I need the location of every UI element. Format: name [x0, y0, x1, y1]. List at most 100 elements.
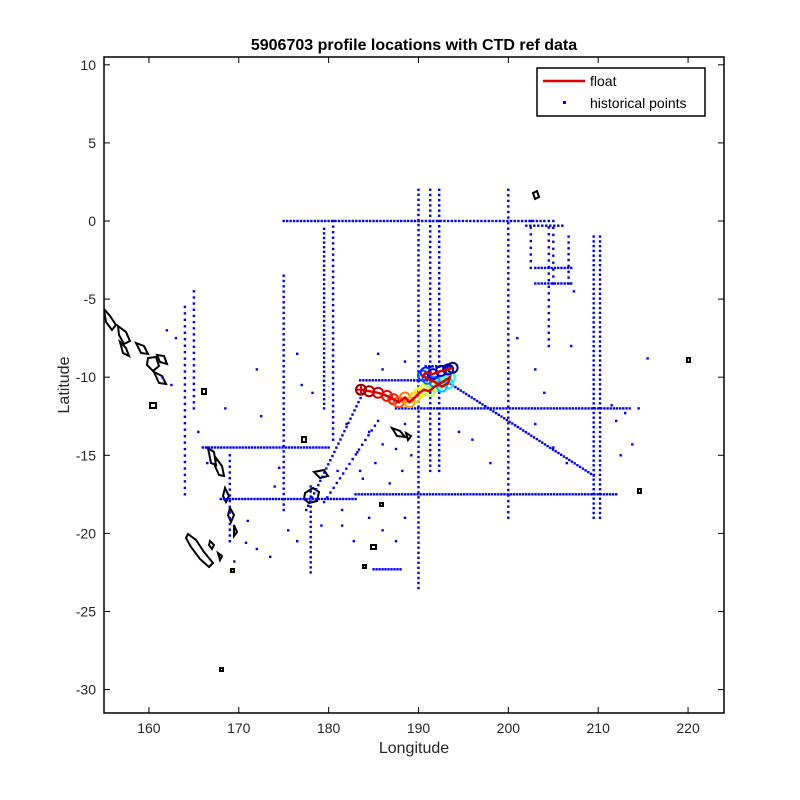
historical-point	[566, 266, 570, 270]
historical-point	[598, 268, 602, 272]
historical-point	[425, 379, 429, 382]
historical-point	[387, 568, 390, 571]
historical-point	[507, 433, 510, 436]
historical-point	[592, 435, 595, 438]
historical-point	[322, 255, 326, 258]
historical-point	[313, 219, 316, 223]
historical-point	[543, 266, 547, 270]
historical-point	[515, 493, 519, 496]
historical-point	[400, 219, 403, 223]
coastline-islet-1	[201, 388, 207, 395]
historical-point	[322, 292, 326, 295]
coastline-solomon-6	[151, 369, 168, 386]
historical-point	[282, 317, 285, 320]
historical-point	[529, 253, 532, 256]
historical-point	[192, 401, 196, 404]
historical-point	[500, 415, 503, 418]
historical-point	[568, 458, 571, 462]
historical-point	[552, 240, 555, 243]
historical-point	[417, 486, 420, 489]
historical-point	[255, 547, 258, 551]
historical-point	[429, 323, 432, 327]
historical-point	[529, 260, 532, 263]
historical-point	[269, 555, 272, 558]
historical-point	[507, 344, 510, 347]
historical-point	[547, 285, 550, 288]
historical-point	[475, 493, 478, 496]
historical-point	[537, 266, 540, 270]
historical-point	[417, 299, 420, 302]
historical-point	[598, 254, 602, 257]
historical-point	[489, 461, 492, 465]
historical-point	[480, 219, 483, 223]
historical-point	[598, 502, 602, 505]
historical-point	[266, 446, 269, 449]
historical-point	[547, 252, 550, 256]
historical-point	[534, 422, 537, 426]
historical-point	[282, 455, 285, 458]
historical-point	[278, 466, 281, 469]
historical-point	[592, 416, 595, 419]
historical-point	[570, 460, 574, 463]
historical-point	[507, 277, 510, 280]
historical-point	[404, 493, 407, 496]
historical-point	[429, 417, 432, 420]
historical-point	[447, 493, 450, 496]
historical-point	[484, 493, 488, 496]
historical-point	[321, 446, 324, 449]
historical-point	[507, 266, 510, 269]
historical-point	[507, 288, 510, 291]
historical-point	[322, 301, 326, 304]
historical-point	[552, 261, 555, 264]
historical-point	[282, 311, 285, 315]
historical-point	[592, 502, 595, 505]
historical-point	[338, 477, 342, 480]
historical-point	[438, 334, 441, 337]
historical-point	[348, 497, 351, 501]
historical-point	[331, 292, 335, 296]
historical-point	[592, 316, 595, 319]
historical-point	[592, 449, 595, 453]
historical-point	[323, 471, 326, 474]
historical-point	[322, 379, 326, 382]
historical-point	[400, 493, 404, 496]
historical-point	[289, 219, 292, 223]
historical-point	[443, 219, 446, 223]
historical-point	[217, 446, 220, 449]
historical-point	[596, 493, 599, 496]
historical-point	[417, 254, 420, 257]
historical-point	[502, 407, 505, 410]
historical-point	[235, 446, 238, 449]
historical-point	[322, 388, 326, 392]
historical-point	[507, 516, 510, 519]
historical-point	[429, 308, 432, 311]
historical-point	[331, 287, 335, 290]
historical-point	[322, 296, 326, 300]
historical-point	[598, 297, 602, 300]
historical-point	[393, 568, 396, 571]
historical-point	[480, 407, 483, 410]
historical-point	[372, 219, 375, 223]
historical-point	[332, 486, 335, 489]
historical-point	[592, 411, 595, 415]
historical-point	[446, 219, 450, 223]
historical-point	[364, 438, 367, 442]
historical-point	[497, 493, 500, 496]
historical-point	[547, 233, 550, 236]
historical-point	[357, 493, 360, 496]
historical-point	[429, 277, 432, 280]
historical-point	[331, 393, 335, 396]
historical-point	[438, 391, 441, 394]
historical-point	[552, 282, 555, 285]
historical-point	[521, 407, 524, 410]
historical-point	[327, 446, 330, 449]
historical-point	[552, 219, 555, 223]
historical-point	[487, 493, 491, 496]
historical-point	[331, 438, 335, 441]
historical-point	[417, 561, 420, 564]
historical-point	[507, 233, 510, 236]
historical-point	[598, 359, 602, 362]
historical-point	[417, 395, 420, 398]
historical-point	[183, 331, 187, 334]
historical-point	[486, 406, 490, 410]
